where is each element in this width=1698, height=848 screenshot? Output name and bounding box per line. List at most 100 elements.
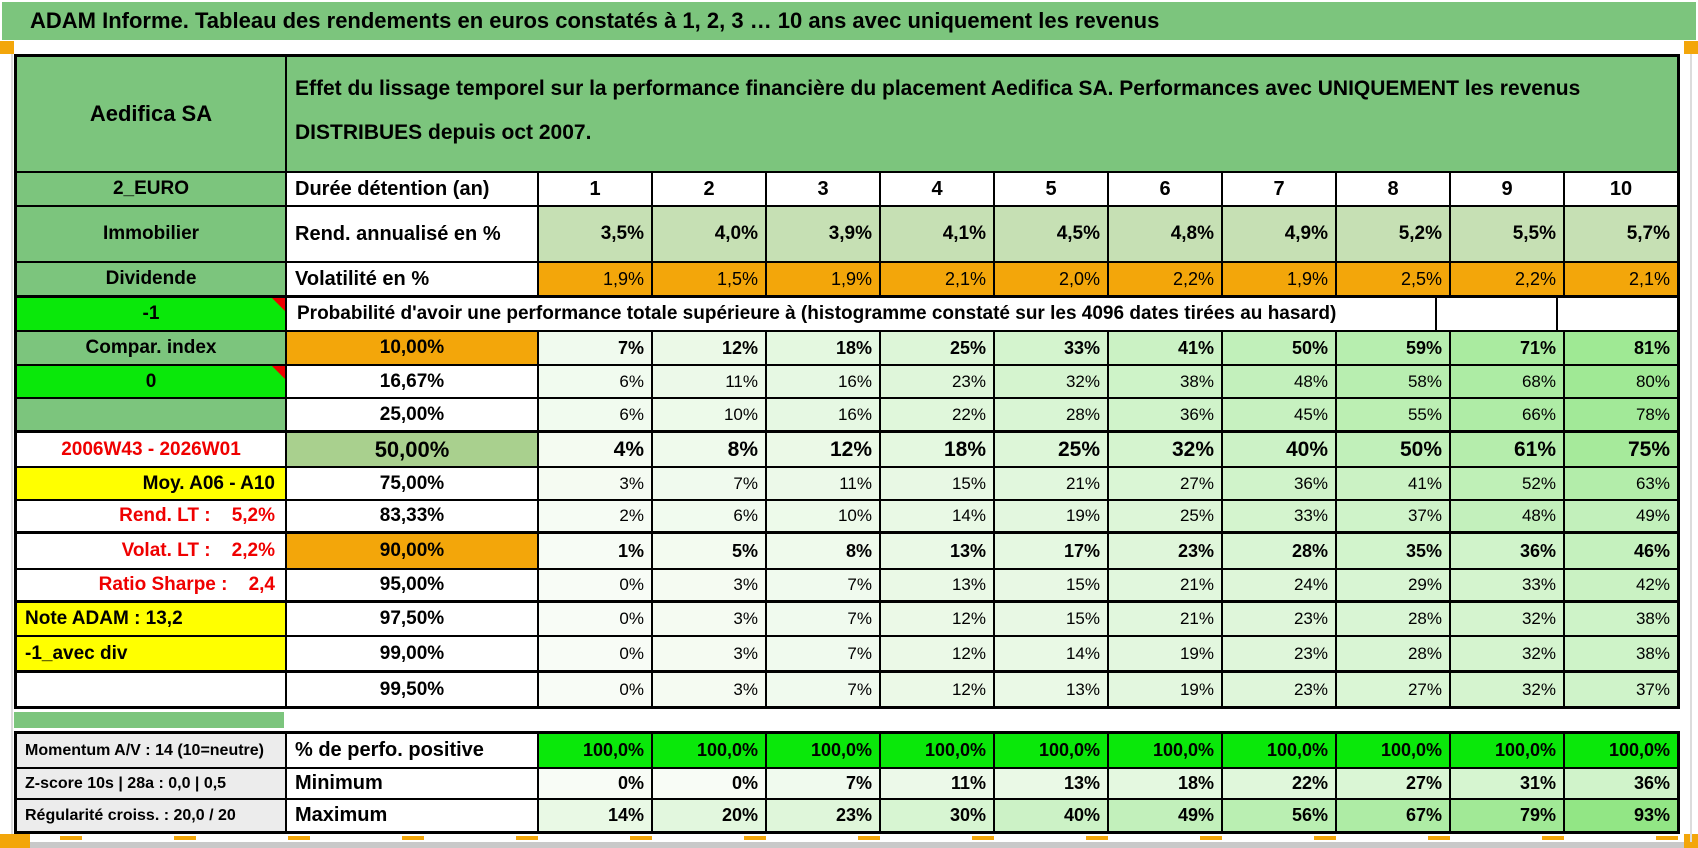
data-cell[interactable]: 10% xyxy=(767,501,881,531)
row-label-cell[interactable]: Rend. LT : 5,2% xyxy=(17,501,287,531)
data-cell[interactable]: 38% xyxy=(1109,366,1223,397)
metric-label-cell[interactable]: 90,00% xyxy=(287,534,539,568)
row-label-cell[interactable]: Momentum A/V : 14 (10=neutre) xyxy=(17,734,287,767)
data-cell[interactable]: 7% xyxy=(539,332,653,364)
data-cell[interactable]: 23% xyxy=(881,366,995,397)
security-name-cell[interactable]: Aedifica SA xyxy=(17,57,287,171)
data-cell[interactable]: 19% xyxy=(1109,673,1223,706)
data-cell[interactable]: 3,5% xyxy=(539,207,653,261)
data-cell[interactable]: 1% xyxy=(539,534,653,568)
data-cell[interactable]: 100,0% xyxy=(1337,734,1451,767)
data-cell[interactable]: 13% xyxy=(995,673,1109,706)
data-cell[interactable]: 5,7% xyxy=(1565,207,1677,261)
data-cell[interactable]: 12% xyxy=(881,603,995,635)
data-cell[interactable]: 27% xyxy=(1337,769,1451,798)
data-cell[interactable]: 8% xyxy=(653,433,767,466)
row-label-cell[interactable]: Z-score 10s | 28a : 0,0 | 0,5 xyxy=(17,769,287,798)
data-cell[interactable]: 38% xyxy=(1565,603,1677,635)
data-cell[interactable]: 48% xyxy=(1223,366,1337,397)
data-cell[interactable]: 14% xyxy=(881,501,995,531)
data-cell[interactable]: 100,0% xyxy=(881,734,995,767)
data-cell[interactable]: 93% xyxy=(1565,800,1677,831)
data-cell[interactable]: 23% xyxy=(1223,637,1337,670)
metric-label-cell[interactable]: Minimum xyxy=(287,769,539,798)
data-cell[interactable]: 3% xyxy=(539,468,653,499)
row-label-cell[interactable] xyxy=(17,673,287,706)
empty-cell[interactable] xyxy=(1437,298,1558,330)
data-cell[interactable]: 21% xyxy=(1109,570,1223,600)
probability-span-cell[interactable]: Probabilité d'avoir une performance tota… xyxy=(287,298,1437,330)
row-label-cell[interactable]: 2_EURO xyxy=(17,173,287,205)
data-cell[interactable]: 40% xyxy=(995,800,1109,831)
data-cell[interactable]: 21% xyxy=(1109,603,1223,635)
data-cell[interactable]: 7 xyxy=(1223,173,1337,205)
row-label-cell[interactable]: -1_avec div xyxy=(17,637,287,670)
data-cell[interactable]: 30% xyxy=(881,800,995,831)
data-cell[interactable]: 3% xyxy=(653,570,767,600)
data-cell[interactable]: 32% xyxy=(1451,603,1565,635)
data-cell[interactable]: 1,9% xyxy=(539,263,653,295)
data-cell[interactable]: 11% xyxy=(767,468,881,499)
metric-label-cell[interactable]: Maximum xyxy=(287,800,539,831)
data-cell[interactable]: 5,2% xyxy=(1337,207,1451,261)
description-cell[interactable]: Effet du lissage temporel sur la perform… xyxy=(287,57,1677,171)
data-cell[interactable]: 100,0% xyxy=(1223,734,1337,767)
data-cell[interactable]: 55% xyxy=(1337,399,1451,430)
data-cell[interactable]: 36% xyxy=(1223,468,1337,499)
data-cell[interactable]: 100,0% xyxy=(767,734,881,767)
data-cell[interactable]: 1,9% xyxy=(1223,263,1337,295)
data-cell[interactable]: 16% xyxy=(767,366,881,397)
row-label-cell[interactable]: Note ADAM : 13,2 xyxy=(17,603,287,635)
data-cell[interactable]: 50% xyxy=(1223,332,1337,364)
data-cell[interactable]: 32% xyxy=(1451,673,1565,706)
data-cell[interactable]: 2,2% xyxy=(1451,263,1565,295)
empty-cell[interactable] xyxy=(1558,298,1677,330)
data-cell[interactable]: 10% xyxy=(653,399,767,430)
row-label-cell[interactable]: Moy. A06 - A10 xyxy=(17,468,287,499)
data-cell[interactable]: 59% xyxy=(1337,332,1451,364)
data-cell[interactable]: 10 xyxy=(1609,177,1633,200)
data-cell[interactable]: 48% xyxy=(1451,501,1565,531)
data-cell[interactable]: 80% xyxy=(1565,366,1677,397)
data-cell[interactable]: 1,5% xyxy=(653,263,767,295)
data-cell[interactable]: 21% xyxy=(995,468,1109,499)
data-cell[interactable]: 2,1% xyxy=(881,263,995,295)
data-cell[interactable]: 0% xyxy=(539,603,653,635)
data-cell[interactable]: 18% xyxy=(767,332,881,364)
data-cell[interactable]: 1 xyxy=(539,173,653,205)
data-cell[interactable]: 16% xyxy=(767,399,881,430)
data-cell[interactable]: 8 xyxy=(1337,173,1451,205)
data-cell[interactable]: 36% xyxy=(1451,534,1565,568)
data-cell[interactable]: 15% xyxy=(995,603,1109,635)
data-cell[interactable]: 19% xyxy=(995,501,1109,531)
data-cell[interactable]: 15% xyxy=(881,468,995,499)
data-cell[interactable]: 49% xyxy=(1565,501,1677,531)
data-cell[interactable]: 61% xyxy=(1451,433,1565,466)
data-cell[interactable]: 78% xyxy=(1565,399,1677,430)
data-cell[interactable]: 12% xyxy=(653,332,767,364)
data-cell[interactable]: 58% xyxy=(1337,366,1451,397)
data-cell[interactable]: 3 xyxy=(767,173,881,205)
data-cell[interactable]: 75% xyxy=(1565,433,1677,466)
row-label-cell[interactable]: Immobilier xyxy=(17,207,287,261)
data-cell[interactable]: 1,9% xyxy=(767,263,881,295)
data-cell[interactable]: 18% xyxy=(1109,769,1223,798)
data-cell[interactable]: 22% xyxy=(881,399,995,430)
data-cell[interactable]: 2% xyxy=(539,501,653,531)
data-cell[interactable]: 25% xyxy=(995,433,1109,466)
data-cell[interactable]: 13% xyxy=(881,534,995,568)
data-cell[interactable]: 3% xyxy=(653,637,767,670)
data-cell[interactable]: 8% xyxy=(767,534,881,568)
metric-label-cell[interactable]: 50,00% xyxy=(287,433,539,466)
data-cell[interactable]: 63% xyxy=(1565,468,1677,499)
data-cell[interactable]: 100,0% xyxy=(1109,734,1223,767)
data-cell[interactable]: 13% xyxy=(995,769,1109,798)
data-cell[interactable]: 45% xyxy=(1223,399,1337,430)
data-cell[interactable]: 41% xyxy=(1337,468,1451,499)
data-cell[interactable]: 37% xyxy=(1337,501,1451,531)
row-label-cell[interactable]: -1 xyxy=(17,298,287,330)
data-cell[interactable]: 49% xyxy=(1109,800,1223,831)
row-label-cell[interactable] xyxy=(17,399,287,430)
data-cell[interactable]: 5 xyxy=(995,173,1109,205)
metric-label-cell[interactable]: 99,00% xyxy=(287,637,539,670)
